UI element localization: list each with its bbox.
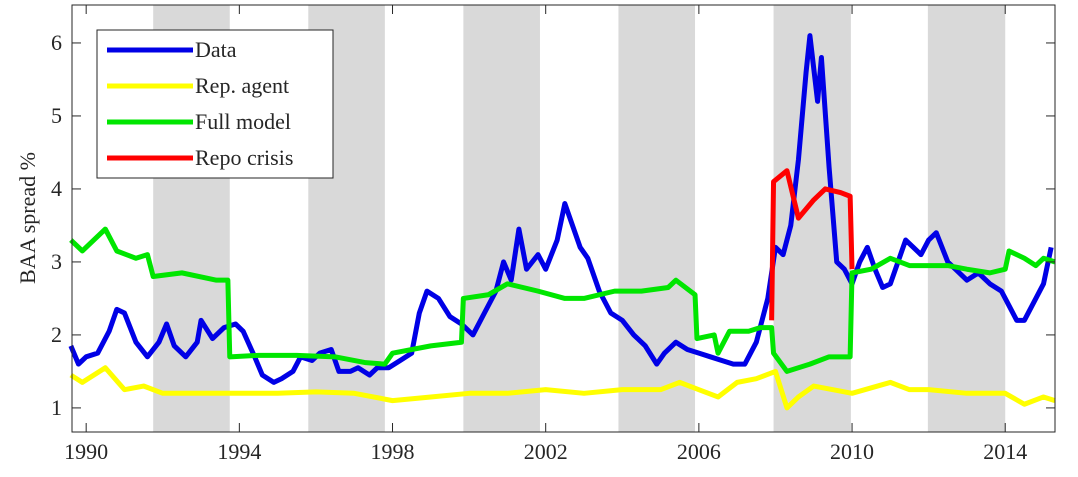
y-tick-label: 5 [51, 103, 62, 128]
legend-label: Repo crisis [195, 145, 293, 170]
plot-frame [71, 4, 1056, 433]
shaded-region [927, 5, 1006, 432]
legend-label: Rep. agent [195, 73, 289, 98]
legend-label: Data [195, 37, 237, 62]
y-tick-label: 4 [51, 176, 62, 201]
x-tick-label: 1990 [64, 439, 108, 464]
y-tick-label: 2 [51, 322, 62, 347]
x-tick-label: 1994 [217, 439, 261, 464]
series-line [69, 365, 1056, 411]
x-tick-label: 2010 [830, 439, 874, 464]
y-tick-label: 6 [51, 30, 62, 55]
line-layer [68, 33, 1056, 411]
x-tick-label: 1998 [371, 439, 415, 464]
legend-box [96, 29, 334, 179]
axes-layer: 1990 1994 1998 2002 2006 2010 2014 1 2 3 4 5 6 [51, 4, 1056, 464]
shaded-region [463, 5, 540, 432]
legend: Data Rep. agent Full model Repo crisis [96, 29, 334, 179]
legend-label: Full model [195, 109, 291, 134]
x-tick-label: 2002 [524, 439, 568, 464]
y-tick-label: 1 [51, 395, 62, 420]
y-axis-label: BAA spread % [15, 152, 40, 284]
x-tick-label: 2006 [677, 439, 721, 464]
series-line [769, 168, 855, 321]
shaded-region [618, 5, 696, 432]
series-line [68, 33, 1054, 385]
x-tick-label: 2014 [983, 439, 1027, 464]
y-tick-label: 3 [51, 249, 62, 274]
series-line [69, 226, 1056, 374]
